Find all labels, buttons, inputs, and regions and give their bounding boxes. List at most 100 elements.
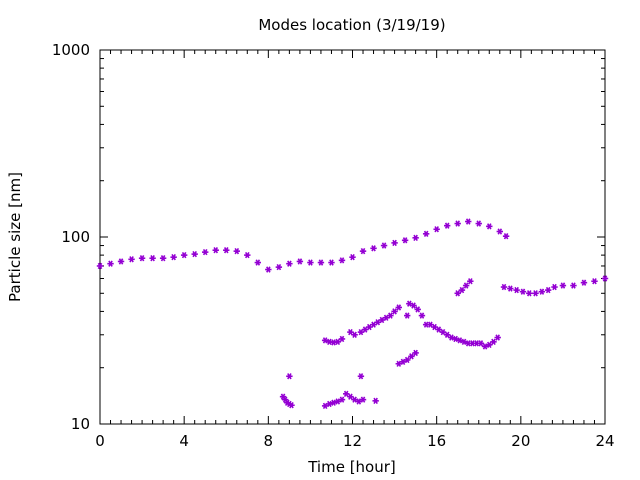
data-point bbox=[454, 290, 461, 297]
data-point bbox=[351, 331, 358, 338]
data-point bbox=[338, 257, 346, 264]
data-point bbox=[467, 278, 474, 285]
data-point bbox=[412, 234, 419, 241]
data-point bbox=[328, 259, 335, 266]
data-point bbox=[138, 255, 146, 262]
data-point bbox=[307, 259, 314, 266]
data-point bbox=[462, 282, 470, 289]
data-point bbox=[338, 396, 346, 403]
data-point bbox=[412, 349, 419, 357]
data-point bbox=[570, 282, 577, 289]
data-point bbox=[342, 390, 350, 397]
y-tick-label: 100 bbox=[61, 228, 90, 246]
chart-title: Modes location (3/19/19) bbox=[258, 16, 445, 34]
data-point bbox=[244, 251, 251, 259]
data-point bbox=[404, 312, 411, 319]
data-point bbox=[370, 245, 377, 252]
data-point bbox=[107, 260, 114, 267]
x-tick-label: 12 bbox=[343, 432, 362, 450]
y-tick-label: 10 bbox=[71, 415, 90, 433]
data-point bbox=[544, 286, 552, 294]
data-point bbox=[357, 328, 365, 336]
plot-frame bbox=[99, 49, 606, 425]
data-point bbox=[159, 255, 167, 262]
data-point bbox=[486, 223, 493, 230]
data-point bbox=[128, 256, 135, 263]
data-point bbox=[347, 328, 354, 336]
data-point bbox=[191, 250, 198, 258]
x-axis-label: Time [hour] bbox=[307, 458, 396, 476]
data-point bbox=[117, 258, 125, 265]
data-point bbox=[149, 255, 156, 262]
data-point bbox=[422, 230, 430, 237]
data-point bbox=[454, 220, 461, 227]
data-point bbox=[538, 288, 546, 295]
data-point bbox=[431, 323, 438, 331]
data-point bbox=[519, 288, 527, 295]
data-point bbox=[296, 258, 304, 265]
data-point bbox=[170, 254, 177, 261]
data-point bbox=[254, 259, 262, 266]
data-point bbox=[414, 306, 421, 313]
data-point bbox=[526, 290, 533, 297]
y-axis-label: Particle size [nm] bbox=[6, 172, 24, 302]
data-point bbox=[317, 259, 325, 266]
data-point bbox=[532, 290, 539, 297]
data-point bbox=[496, 228, 503, 235]
data-point bbox=[486, 341, 493, 349]
data-point bbox=[359, 247, 367, 255]
data-point bbox=[288, 402, 295, 409]
data-point bbox=[401, 237, 409, 244]
data-point bbox=[443, 222, 451, 229]
data-point bbox=[395, 304, 402, 311]
x-tick-label: 16 bbox=[427, 432, 446, 450]
data-point bbox=[96, 262, 104, 270]
data-point bbox=[580, 279, 588, 286]
data-point bbox=[500, 283, 508, 291]
data-point bbox=[469, 340, 476, 347]
data-point bbox=[404, 356, 411, 364]
data-point bbox=[551, 283, 558, 291]
data-point bbox=[265, 266, 272, 273]
data-point bbox=[233, 247, 240, 255]
data-point bbox=[391, 239, 398, 247]
data-point bbox=[408, 353, 415, 360]
data-point bbox=[502, 233, 510, 240]
y-tick-label: 1000 bbox=[52, 41, 90, 59]
data-point bbox=[458, 286, 466, 294]
data-point bbox=[507, 285, 514, 292]
data-point bbox=[334, 338, 341, 346]
data-point bbox=[202, 248, 209, 256]
data-point bbox=[357, 373, 365, 380]
x-tick-label: 4 bbox=[179, 432, 189, 450]
data-point bbox=[347, 393, 354, 400]
data-point bbox=[334, 398, 341, 405]
data-point bbox=[601, 275, 609, 282]
data-point bbox=[349, 254, 356, 261]
x-tick-label: 8 bbox=[264, 432, 274, 450]
data-point bbox=[387, 312, 394, 319]
data-point bbox=[494, 334, 501, 341]
plot-area: 0 4 8 12 16 20 24 10 100 1000 bbox=[52, 41, 615, 450]
x-tick-label: 20 bbox=[511, 432, 530, 450]
data-point bbox=[475, 220, 482, 227]
data-point bbox=[410, 302, 417, 309]
data-point bbox=[338, 335, 346, 343]
data-point bbox=[559, 282, 567, 289]
data-point bbox=[212, 247, 219, 254]
data-point bbox=[439, 328, 447, 336]
data-point bbox=[286, 373, 293, 380]
data-point bbox=[275, 263, 283, 271]
data-point bbox=[513, 286, 520, 294]
x-tick-label: 0 bbox=[95, 432, 105, 450]
data-point bbox=[418, 312, 426, 319]
data-point bbox=[477, 340, 485, 347]
data-point bbox=[490, 338, 497, 346]
data-point bbox=[223, 247, 230, 254]
data-point bbox=[361, 326, 369, 333]
data-point bbox=[286, 260, 293, 267]
data-point bbox=[465, 218, 472, 225]
data-point bbox=[443, 331, 451, 338]
data-point bbox=[180, 251, 188, 259]
